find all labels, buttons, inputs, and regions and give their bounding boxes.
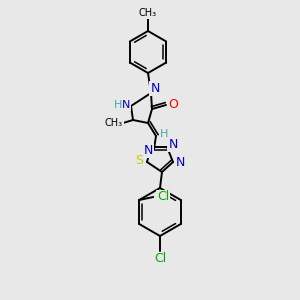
- Text: H: H: [160, 129, 168, 139]
- Text: N: N: [150, 82, 160, 94]
- Text: CH₃: CH₃: [139, 8, 157, 18]
- Text: CH₃: CH₃: [105, 118, 123, 128]
- Text: Cl: Cl: [157, 190, 169, 203]
- Text: Cl: Cl: [154, 253, 166, 266]
- Text: H: H: [114, 100, 122, 110]
- Text: N: N: [143, 143, 153, 157]
- Text: N: N: [168, 137, 178, 151]
- Text: N: N: [175, 155, 185, 169]
- Text: O: O: [168, 98, 178, 110]
- Text: S: S: [135, 154, 143, 167]
- Text: N: N: [122, 100, 130, 110]
